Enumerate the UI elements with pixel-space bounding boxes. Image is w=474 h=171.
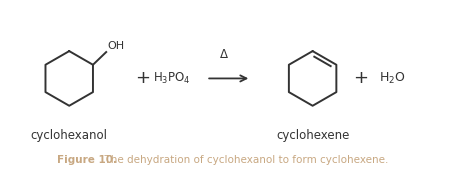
- Text: +: +: [353, 69, 368, 87]
- Text: OH: OH: [107, 41, 124, 51]
- Text: cyclohexene: cyclohexene: [276, 129, 349, 142]
- Text: Δ: Δ: [220, 48, 228, 61]
- Text: +: +: [135, 69, 150, 87]
- Text: H$_2$O: H$_2$O: [379, 71, 405, 86]
- Text: H$_3$PO$_4$: H$_3$PO$_4$: [153, 71, 191, 86]
- Text: Figure 10.: Figure 10.: [57, 155, 118, 165]
- Text: The dehydration of cyclohexanol to form cyclohexene.: The dehydration of cyclohexanol to form …: [98, 155, 388, 165]
- Text: cyclohexanol: cyclohexanol: [31, 129, 108, 142]
